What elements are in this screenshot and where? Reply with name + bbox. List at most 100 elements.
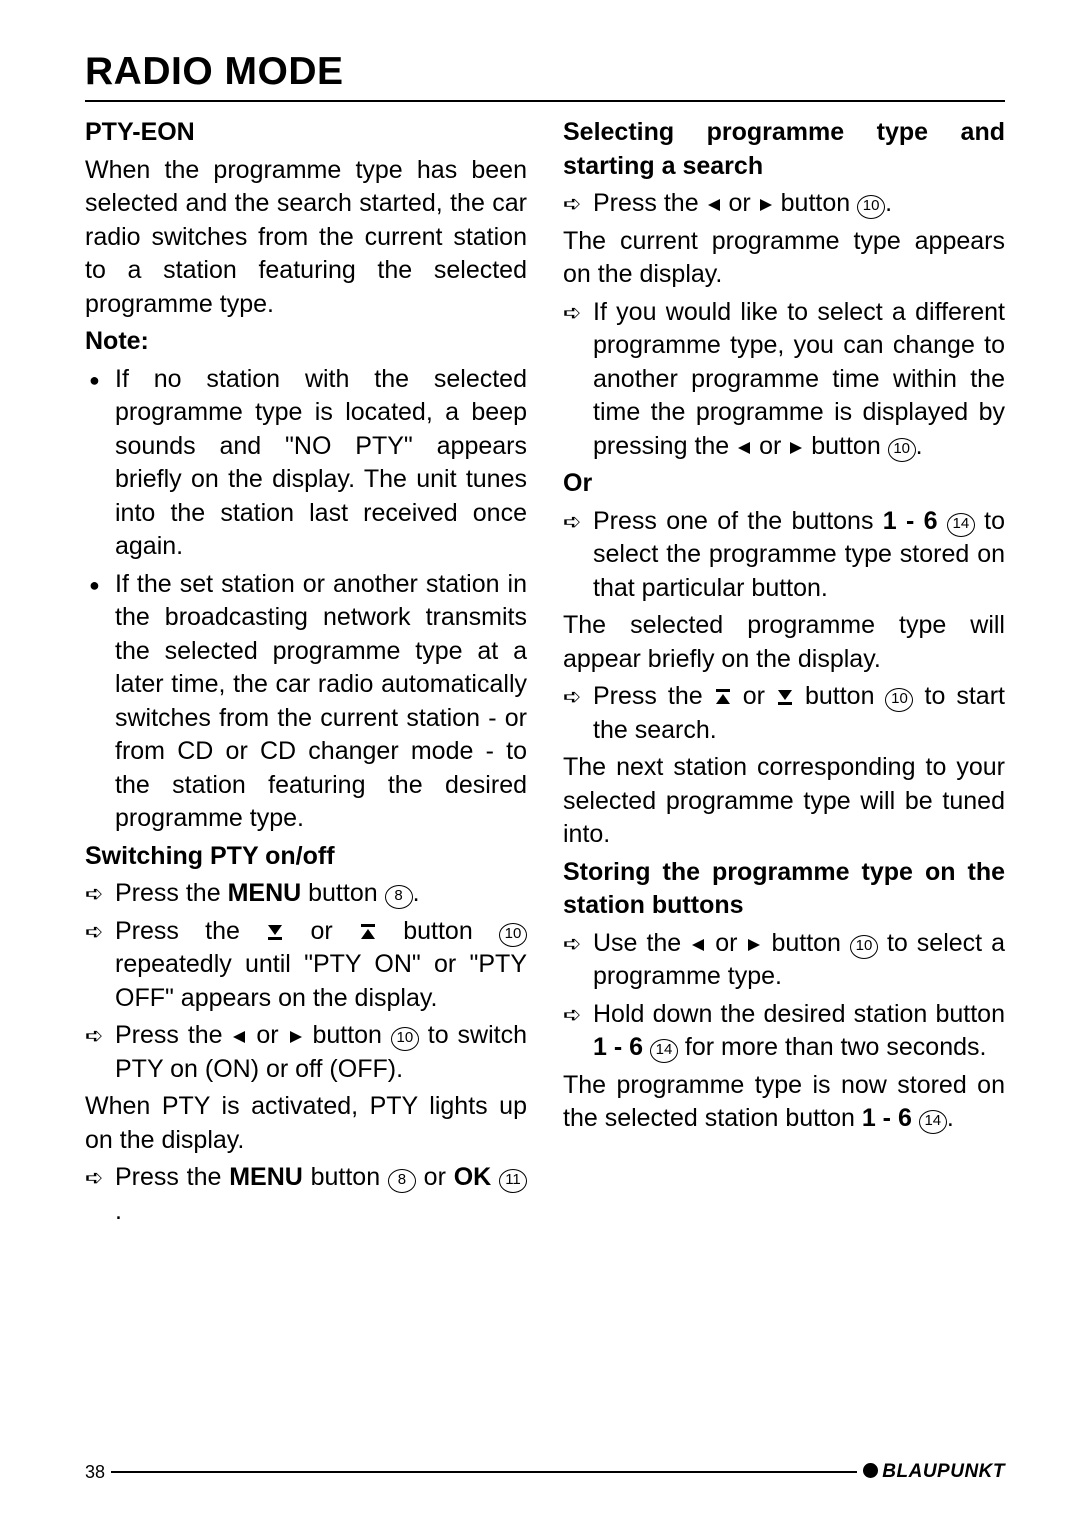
menu-label: MENU [229,1163,303,1191]
brand-logo: BLAUPUNKT [863,1461,1005,1483]
right-column: Selecting programme type and starting a … [563,116,1005,1232]
footer-rule-line [111,1471,857,1473]
right-arrow-icon [746,937,762,953]
text: . [947,1104,954,1132]
btn-range: 1 - 6 [593,1033,643,1061]
text: . [916,432,923,460]
ref-11: 11 [499,1169,527,1193]
ref-14: 14 [947,513,975,537]
text [491,1163,499,1191]
page-footer: 38 BLAUPUNKT [85,1461,1005,1483]
btn-range: 1 - 6 [883,507,938,535]
ref-8: 8 [388,1169,416,1193]
text: or [284,917,359,945]
text: button [301,879,384,907]
text: button [774,189,857,217]
brand-dot-icon [863,1463,878,1478]
down-bar-icon [776,688,794,706]
para: The selected programme type will appear … [563,609,1005,676]
or-label: Or [563,467,1005,501]
text: Press one of the buttons [593,507,883,535]
step: Use the or button 10 to select a program… [563,927,1005,994]
ref-10: 10 [850,935,878,959]
text: button [804,432,887,460]
columns: PTY-EON When the programme type has been… [85,116,1005,1232]
note-item: If the set station or another station in… [85,568,527,836]
note-item: If no station with the selected programm… [85,363,527,564]
right-arrow-icon [288,1029,304,1045]
up-bar-icon [714,688,732,706]
step: Hold down the desired station button 1 -… [563,998,1005,1065]
para: The next station corresponding to your s… [563,751,1005,852]
step: Press the MENU button 8. [85,877,527,911]
left-arrow-icon [706,197,722,213]
ref-10: 10 [857,195,885,219]
text: or [732,682,776,710]
or-steps: Press one of the buttons 1 - 6 14 to sel… [563,505,1005,606]
section-title: RADIO MODE [85,50,1005,94]
text [912,1104,919,1132]
switching-steps-2: Press the MENU button 8 or OK 11. [85,1161,527,1228]
note-list: If no station with the selected programm… [85,363,527,836]
text: button [762,929,850,957]
ref-8: 8 [385,885,413,909]
para: The current programme type appears on th… [563,225,1005,292]
text: button [304,1021,391,1049]
selecting-steps: Press the or button 10. [563,187,1005,221]
switching-steps: Press the MENU button 8. Press the or bu… [85,877,527,1086]
down-bar-icon [266,923,284,941]
text: Press the [115,917,266,945]
text: or [752,432,788,460]
text: button [794,682,886,710]
right-arrow-icon [788,440,804,456]
step: Press the or button 10 to switch PTY on … [85,1019,527,1086]
ref-10: 10 [391,1027,419,1051]
search-steps: Press the or button 10 to start the sear… [563,680,1005,747]
brand-name: BLAUPUNKT [882,1461,1005,1482]
pty-active-text: When PTY is activated, PTY lights up on … [85,1090,527,1157]
selecting-steps-2: If you would like to select a different … [563,296,1005,464]
text: Press the [115,879,228,907]
text: Press the [115,1021,231,1049]
step: Press the MENU button 8 or OK 11. [85,1161,527,1228]
note-label: Note: [85,325,527,359]
text: button [303,1163,388,1191]
pty-eon-heading: PTY-EON [85,116,527,150]
page-number: 38 [85,1462,105,1483]
text [643,1033,650,1061]
step: Press the or button 10 repeatedly until … [85,915,527,1016]
selecting-heading: Selecting programme type and starting a … [563,116,1005,183]
para: The programme type is now stored on the … [563,1069,1005,1136]
text: repeatedly until "PTY ON" or "PTY OFF" a… [115,950,527,1012]
ref-10: 10 [888,438,916,462]
btn-range: 1 - 6 [862,1104,912,1132]
menu-label: MENU [228,879,302,907]
left-column: PTY-EON When the programme type has been… [85,116,527,1232]
text: . [413,879,420,907]
text: button [377,917,499,945]
text: or [247,1021,287,1049]
text [938,507,947,535]
manual-page: RADIO MODE PTY-EON When the programme ty… [0,0,1080,1525]
title-rule [85,100,1005,102]
text: or [722,189,758,217]
step: Press the or button 10 to start the sear… [563,680,1005,747]
switching-heading: Switching PTY on/off [85,840,527,874]
text: for more than two seconds. [678,1033,986,1061]
text: Hold down the desired station button [593,1000,1005,1028]
step: Press one of the buttons 1 - 6 14 to sel… [563,505,1005,606]
left-arrow-icon [736,440,752,456]
text: Use the [593,929,690,957]
text: Press the [593,189,706,217]
text: If you would like to select a different … [593,298,1005,460]
text: Press the [115,1163,229,1191]
text: or [706,929,746,957]
storing-heading: Storing the programme type on the statio… [563,856,1005,923]
pty-eon-intro: When the programme type has been selecte… [85,154,527,322]
right-arrow-icon [758,197,774,213]
text: or [416,1163,454,1191]
up-bar-icon [359,923,377,941]
left-arrow-icon [231,1029,247,1045]
ref-10: 10 [885,688,913,712]
text: Press the [593,682,714,710]
